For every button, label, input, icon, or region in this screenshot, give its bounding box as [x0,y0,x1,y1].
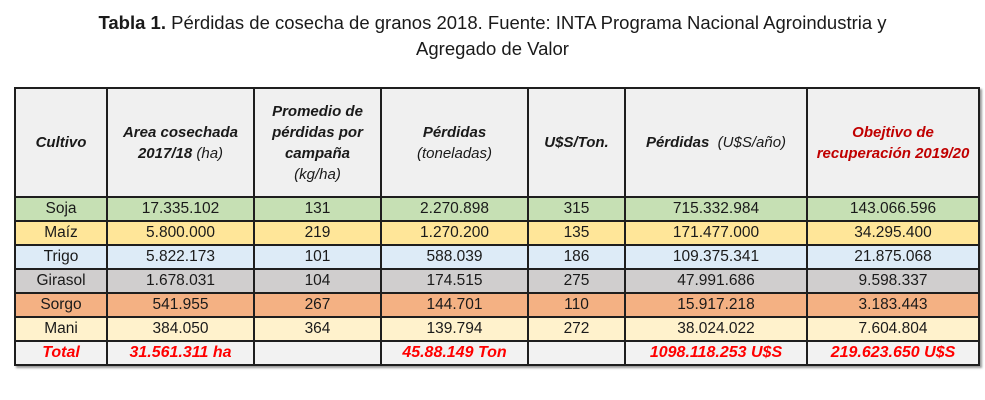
cell-cultivo: Soja [14,196,108,222]
header-promedio-unit: (kg/ha) [294,165,341,183]
caption-line-2: Agregado de Valor [416,38,569,59]
caption-label: Tabla 1. [98,12,166,33]
header-row: Cultivo Area cosechada 2017/18 (ha) Prom… [14,87,980,198]
cell-cultivo: Mani [14,316,108,342]
cell-perdidas-uss: 715.332.984 [624,196,808,222]
cell-objetivo: 21.875.068 [806,244,980,270]
cell-perdidas-uss: 109.375.341 [624,244,808,270]
header-perdidas: Pérdidas (toneladas) [380,87,529,198]
cell-objetivo: 9.598.337 [806,268,980,294]
cell-area: 5.822.173 [106,244,255,270]
cell-objetivo: 143.066.596 [806,196,980,222]
table-row-soja: Soja 17.335.102 131 2.270.898 315 715.33… [14,196,980,222]
header-objetivo: Obejtivo de recuperación 2019/20 [806,87,980,198]
header-perdidas-uss-unit: (U$S/año) [717,134,787,151]
total-label: Total [14,340,108,366]
cell-perdidas-uss: 15.917.218 [624,292,808,318]
cell-perdidas: 144.701 [380,292,529,318]
total-promedio [253,340,382,366]
cell-cultivo: Trigo [14,244,108,270]
cell-uss-ton: 135 [527,220,626,246]
header-perdidas-unit: (toneladas) [416,144,493,162]
table-row-mani: Mani 384.050 364 139.794 272 38.024.022 … [14,316,980,342]
cell-promedio: 267 [253,292,382,318]
cell-perdidas: 174.515 [380,268,529,294]
cell-objetivo: 3.183.443 [806,292,980,318]
header-area-main: Area cosechada 2017/18 [122,123,239,162]
header-promedio-main: Promedio de pérdidas por campaña [272,102,363,162]
total-area: 31.561.311 ha [106,340,255,366]
header-area-unit: (ha) [196,144,224,162]
cell-area: 17.335.102 [106,196,255,222]
header-area: Area cosechada 2017/18 (ha) [106,87,255,198]
cell-uss-ton: 315 [527,196,626,222]
table-row-sorgo: Sorgo 541.955 267 144.701 110 15.917.218… [14,292,980,318]
cell-perdidas: 139.794 [380,316,529,342]
table-row-maiz: Maíz 5.800.000 219 1.270.200 135 171.477… [14,220,980,246]
cell-perdidas: 2.270.898 [380,196,529,222]
header-perdidas-uss: Pérdidas (U$S/año) [624,87,808,198]
caption-line-1: Tabla 1. Pérdidas de cosecha de granos 2… [0,10,985,36]
cell-cultivo: Maíz [14,220,108,246]
cell-cultivo: Sorgo [14,292,108,318]
cell-promedio: 219 [253,220,382,246]
caption-text: Pérdidas de cosecha de granos 2018. Fuen… [165,12,887,33]
header-promedio: Promedio de pérdidas por campaña (kg/ha) [253,87,382,198]
cell-perdidas-uss: 47.991.686 [624,268,808,294]
total-perdidas-uss: 1098.118.253 U$S [624,340,808,366]
cell-area: 384.050 [106,316,255,342]
cell-uss-ton: 275 [527,268,626,294]
cell-perdidas: 588.039 [380,244,529,270]
total-uss-ton [527,340,626,366]
table-caption: Tabla 1. Pérdidas de cosecha de granos 2… [0,10,985,62]
cell-objetivo: 7.604.804 [806,316,980,342]
cell-uss-ton: 272 [527,316,626,342]
table-row-girasol: Girasol 1.678.031 104 174.515 275 47.991… [14,268,980,294]
header-perdidas-main: Pérdidas [422,123,487,141]
cell-uss-ton: 110 [527,292,626,318]
cell-area: 541.955 [106,292,255,318]
cell-area: 5.800.000 [106,220,255,246]
cell-perdidas-uss: 171.477.000 [624,220,808,246]
cell-uss-ton: 186 [527,244,626,270]
table-row-trigo: Trigo 5.822.173 101 588.039 186 109.375.… [14,244,980,270]
table-row-total: Total 31.561.311 ha 45.88.149 Ton 1098.1… [14,340,980,366]
cell-area: 1.678.031 [106,268,255,294]
cell-perdidas: 1.270.200 [380,220,529,246]
cell-promedio: 131 [253,196,382,222]
cell-promedio: 364 [253,316,382,342]
total-objetivo: 219.623.650 U$S [806,340,980,366]
losses-table: Cultivo Area cosechada 2017/18 (ha) Prom… [14,87,980,366]
cell-promedio: 104 [253,268,382,294]
header-perdidas-uss-main: Pérdidas [645,134,710,151]
cell-objetivo: 34.295.400 [806,220,980,246]
header-cultivo: Cultivo [14,87,108,198]
cell-promedio: 101 [253,244,382,270]
total-perdidas: 45.88.149 Ton [380,340,529,366]
cell-cultivo: Girasol [14,268,108,294]
header-uss-ton: U$S/Ton. [527,87,626,198]
cell-perdidas-uss: 38.024.022 [624,316,808,342]
